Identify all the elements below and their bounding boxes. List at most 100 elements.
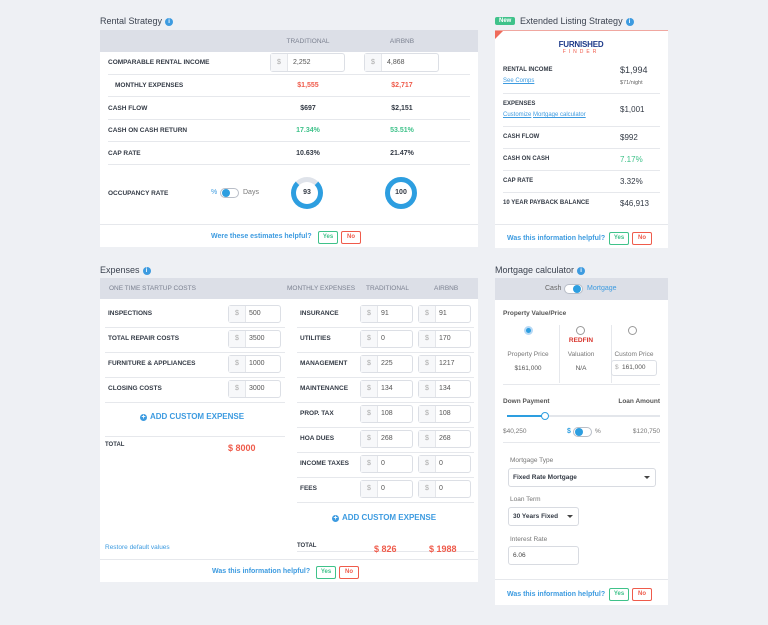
startup-input[interactable]: $500 xyxy=(228,305,281,323)
restore-defaults-link[interactable]: Restore default values xyxy=(105,544,170,551)
divider xyxy=(495,224,668,225)
yes-button[interactable]: Yes xyxy=(316,566,336,579)
custom-price-input[interactable]: $161,000 xyxy=(611,360,657,376)
currency-symbol: $ xyxy=(229,306,246,322)
expenses-title-text: Expenses xyxy=(100,265,140,275)
extended-row-value: $46,913 xyxy=(620,199,649,208)
loan-amount-value: $120,750 xyxy=(632,428,660,435)
monthly-traditional-input[interactable]: $108 xyxy=(360,405,413,423)
corner-ribbon xyxy=(495,31,503,39)
monthly-airbnb-input[interactable]: $108 xyxy=(418,405,471,423)
currency-symbol: $ xyxy=(365,54,382,71)
startup-input-value: 1000 xyxy=(249,360,265,367)
extended-row-value: 3.32% xyxy=(620,177,643,186)
monthly-traditional-input-value: 134 xyxy=(381,385,393,392)
add-startup-expense-button[interactable]: + ADD CUSTOM EXPENSE xyxy=(140,412,244,421)
rental-strategy-title-text: Rental Strategy xyxy=(100,16,163,26)
currency-symbol: $ xyxy=(361,406,378,422)
currency-symbol: $ xyxy=(271,54,288,71)
col-airbnb: AIRBNB xyxy=(389,38,415,45)
divider xyxy=(503,93,660,94)
no-button[interactable]: No xyxy=(632,232,652,245)
currency-symbol: $ xyxy=(229,331,246,347)
mortgage-type-select[interactable]: Fixed Rate Mortgage xyxy=(508,468,656,487)
monthly-airbnb-input-value: 170 xyxy=(439,335,451,342)
plus-icon: + xyxy=(332,515,339,522)
rental-row-label[interactable]: MONTHLY EXPENSES xyxy=(115,82,184,89)
slider-handle[interactable] xyxy=(541,412,550,420)
custom-price-radio[interactable] xyxy=(628,326,637,335)
rental-row-airbnb: $2,717 xyxy=(391,82,413,89)
monthly-airbnb-input[interactable]: $0 xyxy=(418,480,471,498)
add-label: ADD CUSTOM EXPENSE xyxy=(150,412,245,421)
no-button[interactable]: No xyxy=(341,231,361,244)
income-airbnb-input[interactable]: $4,868 xyxy=(364,53,439,72)
mortgage-calculator-link[interactable]: Mortgage calculator xyxy=(533,112,586,118)
divider xyxy=(611,325,612,383)
extended-title-text: Extended Listing Strategy xyxy=(520,16,623,26)
no-button[interactable]: No xyxy=(339,566,359,579)
monthly-traditional-input[interactable]: $225 xyxy=(360,355,413,373)
property-price-radio[interactable] xyxy=(524,326,533,335)
startup-input[interactable]: $3500 xyxy=(228,330,281,348)
monthly-row-label: UTILITIES xyxy=(300,335,331,342)
monthly-traditional-input[interactable]: $134 xyxy=(360,380,413,398)
col-traditional: TRADITIONAL xyxy=(366,285,409,292)
yes-button[interactable]: Yes xyxy=(609,588,629,601)
expenses-label: EXPENSES xyxy=(503,101,536,107)
monthly-airbnb-input[interactable]: $91 xyxy=(418,305,471,323)
loan-term-label: Loan Term xyxy=(510,496,541,503)
extended-row-label: 10 YEAR PAYBACK BALANCE xyxy=(503,200,590,206)
startup-input[interactable]: $3000 xyxy=(228,380,281,398)
info-icon[interactable]: i xyxy=(142,267,151,275)
cash-mortgage-toggle[interactable] xyxy=(564,284,583,294)
cash-label: Cash xyxy=(545,285,562,292)
rental-row-traditional: 10.63% xyxy=(296,149,320,157)
see-comps-link[interactable]: See Comps xyxy=(503,78,535,84)
add-monthly-expense-button[interactable]: + ADD CUSTOM EXPENSE xyxy=(332,513,436,522)
monthly-traditional-input-value: 0 xyxy=(381,335,385,342)
extended-row-label: CASH ON CASH xyxy=(503,156,550,162)
logo-top: FURNISHED xyxy=(558,40,604,49)
monthly-airbnb-input[interactable]: $0 xyxy=(418,455,471,473)
loan-term-value: 30 Years Fixed xyxy=(513,513,559,520)
monthly-airbnb-input[interactable]: $170 xyxy=(418,330,471,348)
info-icon[interactable]: i xyxy=(625,18,634,26)
yes-button[interactable]: Yes xyxy=(318,231,338,244)
monthly-traditional-input-value: 0 xyxy=(381,485,385,492)
interest-rate-input[interactable]: 6.06 xyxy=(508,546,579,565)
info-icon[interactable]: i xyxy=(165,18,174,26)
currency-symbol: $ xyxy=(419,381,436,397)
monthly-traditional-input[interactable]: $268 xyxy=(360,430,413,448)
divider xyxy=(100,559,478,560)
monthly-airbnb-input-value: 91 xyxy=(439,310,447,317)
currency-symbol: $ xyxy=(615,364,619,371)
down-payment-slider[interactable] xyxy=(507,412,660,420)
col-airbnb: AIRBNB xyxy=(434,285,459,292)
valuation-radio[interactable] xyxy=(576,326,585,335)
monthly-traditional-input[interactable]: $0 xyxy=(360,455,413,473)
startup-input[interactable]: $1000 xyxy=(228,355,281,373)
no-button[interactable]: No xyxy=(632,588,652,601)
rental-row-label: CASH FLOW xyxy=(108,104,148,112)
rental-income-value: $1,994 xyxy=(620,65,648,75)
monthly-traditional-input[interactable]: $0 xyxy=(360,330,413,348)
monthly-airbnb-input[interactable]: $134 xyxy=(418,380,471,398)
expenses-panel: ONE TIME STARTUP COSTS MONTHLY EXPENSES … xyxy=(100,278,478,582)
monthly-airbnb-input-value: 0 xyxy=(439,460,443,467)
monthly-traditional-input[interactable]: $91 xyxy=(360,305,413,323)
customize-link[interactable]: Customize xyxy=(503,112,532,118)
occupancy-unit-toggle[interactable] xyxy=(220,188,239,198)
income-traditional-input[interactable]: $2,252 xyxy=(270,53,345,72)
info-icon[interactable]: i xyxy=(577,267,586,275)
monthly-airbnb-input[interactable]: $1217 xyxy=(418,355,471,373)
loan-term-select[interactable]: 30 Years Fixed xyxy=(508,507,579,526)
monthly-traditional-input[interactable]: $0 xyxy=(360,480,413,498)
monthly-airbnb-input[interactable]: $268 xyxy=(418,430,471,448)
divider xyxy=(105,436,285,437)
rental-row-traditional: $697 xyxy=(300,104,316,112)
divider xyxy=(297,352,474,353)
currency-symbol: $ xyxy=(419,331,436,347)
down-payment-unit-toggle[interactable] xyxy=(573,427,592,437)
yes-button[interactable]: Yes xyxy=(609,232,629,245)
